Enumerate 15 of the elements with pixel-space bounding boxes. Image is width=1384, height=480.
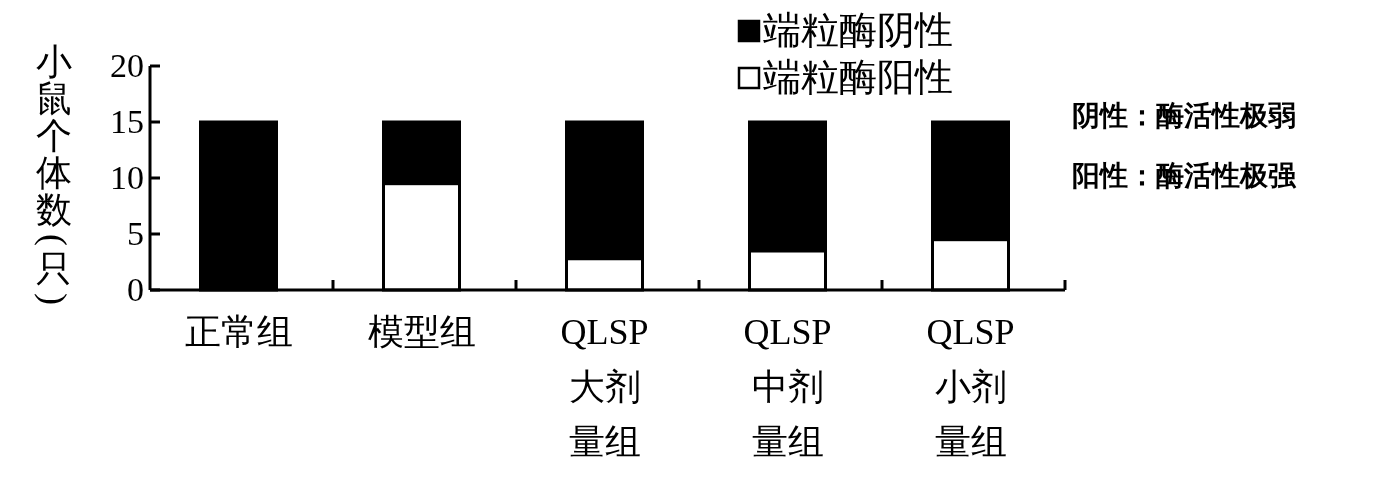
x-tick-label: QLSP小剂量组 — [925, 311, 1016, 464]
x-tick-label: 模型组 — [366, 311, 477, 354]
y-tick-label: 10 — [110, 159, 144, 196]
legend-label: 端粒酶阴性 — [763, 9, 953, 51]
y-tick-label: 15 — [110, 103, 144, 140]
y-tick-label: 20 — [110, 47, 144, 84]
text: 阳性：酶活性极强 — [1072, 160, 1297, 191]
x-tick-label: QLSP大剂量组 — [559, 311, 650, 464]
y-axis-title: 小鼠个体数(只) — [34, 42, 74, 307]
x-tick-label: 正常组 — [183, 311, 294, 354]
x-tick-label: QLSP中剂量组 — [742, 311, 833, 464]
legend-label: 端粒酶阳性 — [763, 56, 953, 98]
y-tick-label: 5 — [127, 215, 144, 252]
y-tick-label: 0 — [127, 271, 144, 308]
text: 阴性：酶活性极弱 — [1072, 100, 1296, 131]
